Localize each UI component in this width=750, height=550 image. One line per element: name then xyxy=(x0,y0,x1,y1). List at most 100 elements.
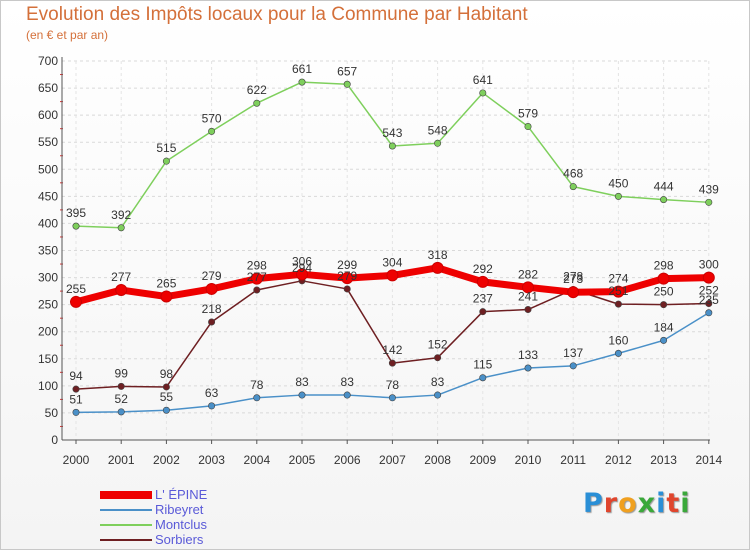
data-label: 298 xyxy=(247,259,267,273)
data-label: 304 xyxy=(382,255,402,269)
data-point xyxy=(702,271,715,284)
data-label: 548 xyxy=(428,123,448,137)
data-point xyxy=(524,306,532,314)
data-point xyxy=(614,300,622,308)
data-label: 250 xyxy=(654,285,674,299)
data-point xyxy=(298,391,306,399)
data-point xyxy=(253,99,261,107)
data-label: 279 xyxy=(337,269,357,283)
x-tick-label: 2006 xyxy=(334,453,361,467)
data-label: 152 xyxy=(428,338,448,352)
data-point xyxy=(298,78,306,86)
data-point xyxy=(70,295,82,308)
data-label: 318 xyxy=(428,248,448,262)
data-label: 160 xyxy=(608,333,628,347)
data-label: 83 xyxy=(341,375,355,389)
data-label: 115 xyxy=(473,358,492,372)
data-point xyxy=(434,354,442,362)
data-point xyxy=(388,359,396,367)
data-point xyxy=(253,286,261,294)
data-label: 292 xyxy=(473,262,493,276)
x-tick-label: 2001 xyxy=(108,453,135,467)
series-layer xyxy=(70,78,715,416)
data-point xyxy=(72,408,80,416)
data-point xyxy=(614,192,622,200)
x-tick-label: 2007 xyxy=(379,453,406,467)
data-point xyxy=(162,406,170,414)
data-label: 94 xyxy=(69,369,83,383)
y-tick-label: 350 xyxy=(38,244,58,258)
data-point xyxy=(522,281,534,294)
data-label: 570 xyxy=(202,111,222,125)
data-point xyxy=(253,394,261,402)
data-point xyxy=(476,275,489,288)
data-label: 306 xyxy=(292,254,312,268)
data-point xyxy=(386,269,399,282)
y-tick-label: 50 xyxy=(45,406,59,420)
logo-letter: P xyxy=(583,488,604,519)
y-tick-label: 200 xyxy=(38,325,58,339)
chart-subtitle: (en € et par an) xyxy=(26,28,109,42)
y-tick-label: 600 xyxy=(38,108,58,122)
data-label: 622 xyxy=(247,83,267,97)
data-label: 439 xyxy=(699,182,719,196)
series-sorbiers xyxy=(72,277,713,393)
y-tick-label: 650 xyxy=(38,81,58,95)
data-point xyxy=(569,183,577,191)
data-label: 252 xyxy=(699,284,719,298)
data-label: 468 xyxy=(563,167,583,181)
data-label: 282 xyxy=(518,267,538,281)
data-label: 294 xyxy=(292,261,312,275)
data-label: 515 xyxy=(156,141,176,155)
data-label: 52 xyxy=(115,392,129,406)
data-label: 83 xyxy=(431,375,445,389)
x-tick-label: 2010 xyxy=(515,453,542,467)
data-point xyxy=(479,374,487,382)
data-label: 278 xyxy=(563,269,583,283)
x-tick-label: 2011 xyxy=(560,453,586,467)
legend-swatch xyxy=(100,539,152,541)
data-label: 255 xyxy=(66,282,86,296)
x-tick-label: 2014 xyxy=(695,453,722,467)
data-label: 299 xyxy=(337,258,357,272)
x-tick-label: 2012 xyxy=(605,453,632,467)
data-point xyxy=(569,362,577,370)
data-label: 78 xyxy=(250,378,264,392)
data-point xyxy=(567,286,580,299)
data-point xyxy=(660,301,668,309)
proxiti-logo: Proxiti xyxy=(583,488,691,519)
data-label: 279 xyxy=(202,269,222,283)
data-label: 237 xyxy=(473,292,493,306)
legend-swatch xyxy=(100,491,152,499)
data-label: 142 xyxy=(382,343,402,357)
y-tick-label: 400 xyxy=(38,216,58,230)
data-point xyxy=(660,196,668,204)
x-tick-label: 2008 xyxy=(424,453,451,467)
grid-layer xyxy=(62,60,710,441)
x-tick-label: 2013 xyxy=(650,453,677,467)
y-tick-label: 700 xyxy=(38,54,58,68)
y-tick-label: 100 xyxy=(38,379,58,393)
y-tick-label: 150 xyxy=(38,352,58,366)
logo-letter: i xyxy=(680,488,691,519)
data-point xyxy=(705,309,713,317)
logo-letter: x xyxy=(637,488,657,519)
data-point xyxy=(72,222,80,230)
data-label: 83 xyxy=(295,375,309,389)
data-label: 274 xyxy=(608,272,628,286)
data-point xyxy=(343,285,351,293)
data-point xyxy=(205,282,218,295)
y-tick-label: 550 xyxy=(38,135,58,149)
series-ribeyret xyxy=(72,309,713,416)
data-point xyxy=(657,272,670,285)
x-tick-label: 2003 xyxy=(198,453,225,467)
legend-label: Montclus xyxy=(155,517,208,532)
data-point xyxy=(208,402,216,410)
series-l-pine xyxy=(70,261,715,308)
data-label: 99 xyxy=(115,366,129,380)
data-label: 137 xyxy=(563,346,583,360)
x-tick-label: 2005 xyxy=(289,453,316,467)
data-label: 251 xyxy=(608,284,628,298)
axis-layer: 0 50 100 150 200 250 300 350 400 450 500 550 600 650 7… xyxy=(38,54,723,467)
